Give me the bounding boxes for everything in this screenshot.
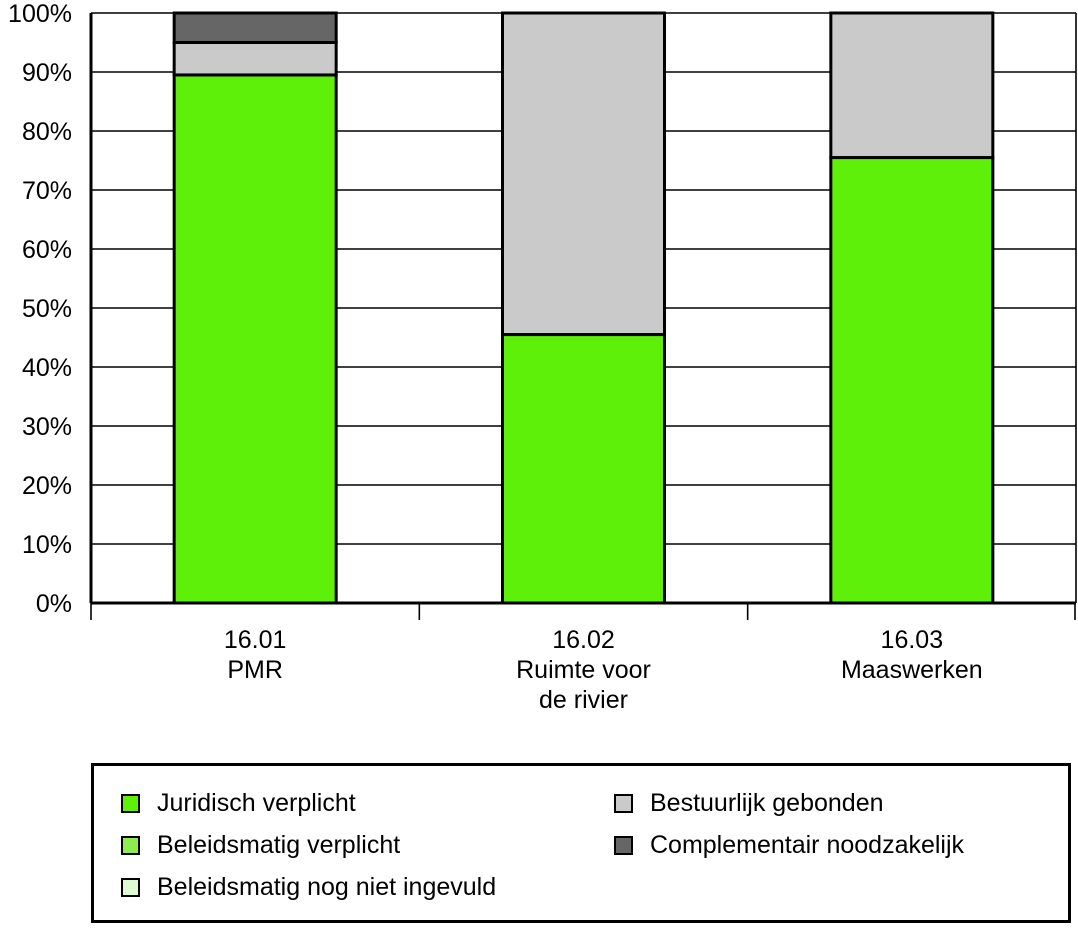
legend-label-complementair-noodzakelijk: Complementair noodzakelijk	[650, 830, 965, 859]
y-tick-label: 30%	[22, 413, 72, 441]
bar-segment-juridisch-verplicht	[829, 156, 995, 605]
legend-label-beleidsmatig-nog-niet-ingevuld: Beleidsmatig nog niet ingevuld	[157, 872, 497, 901]
y-tick-label: 100%	[8, 0, 72, 28]
bar-segment-bestuurlijk-gebonden	[829, 11, 995, 160]
y-tick-label: 70%	[22, 177, 72, 205]
legend-label-juridisch-verplicht: Juridisch verplicht	[157, 788, 356, 817]
legend-swatch-beleidsmatig-verplicht	[121, 835, 140, 855]
x-category-label-line: 16.02	[552, 626, 615, 654]
legend-item-beleidsmatig-verplicht: Beleidsmatig verplicht	[121, 830, 400, 860]
y-tick-label: 60%	[22, 236, 72, 264]
y-tick-label: 50%	[22, 295, 72, 323]
legend-item-complementair-noodzakelijk: Complementair noodzakelijk	[614, 830, 964, 860]
bar-segment-bestuurlijk-gebonden	[172, 41, 338, 77]
chart-legend: Juridisch verplicht Beleidsmatig verplic…	[91, 763, 1071, 923]
legend-item-beleidsmatig-nog-niet-ingevuld: Beleidsmatig nog niet ingevuld	[121, 872, 496, 902]
legend-label-beleidsmatig-verplicht: Beleidsmatig verplicht	[157, 830, 401, 859]
stacked-bar-chart: 0% 10% 20% 30% 40% 50% 60% 70% 80% 90% 100% 16.01 PM…	[8, 0, 1077, 714]
x-category-label-line: Ruimte voor	[516, 656, 651, 684]
legend-swatch-complementair-noodzakelijk	[614, 835, 633, 855]
y-tick-label: 40%	[22, 354, 72, 382]
y-tick-label: 80%	[22, 118, 72, 146]
legend-label-bestuurlijk-gebonden: Bestuurlijk gebonden	[650, 788, 884, 817]
legend-swatch-beleidsmatig-nog-niet-ingevuld	[121, 877, 140, 897]
y-tick-label: 10%	[22, 531, 72, 559]
legend-item-juridisch-verplicht: Juridisch verplicht	[121, 788, 356, 818]
bar-segment-complementair-noodzakelijk	[172, 11, 338, 44]
x-category-label-line: PMR	[227, 656, 283, 684]
x-category-label-line: 16.01	[224, 626, 287, 654]
y-tick-label: 0%	[36, 590, 72, 618]
x-category-label-line: de rivier	[539, 686, 628, 714]
y-tick-label: 20%	[22, 472, 72, 500]
x-category-label: 16.01 PMR	[224, 626, 287, 684]
bar-segment-juridisch-verplicht	[172, 73, 338, 605]
legend-item-bestuurlijk-gebonden: Bestuurlijk gebonden	[614, 788, 884, 818]
bar-segment-bestuurlijk-gebonden	[501, 11, 666, 337]
legend-swatch-juridisch-verplicht	[121, 793, 140, 813]
legend-swatch-bestuurlijk-gebonden	[614, 793, 633, 813]
x-category-label: 16.02 Ruimte voor de rivier	[516, 626, 651, 714]
x-category-label: 16.03 Maaswerken	[841, 626, 983, 684]
x-category-label-line: 16.03	[881, 626, 944, 654]
bar-segment-juridisch-verplicht	[501, 333, 666, 605]
x-category-label-line: Maaswerken	[841, 656, 983, 684]
y-tick-label: 90%	[22, 59, 72, 87]
